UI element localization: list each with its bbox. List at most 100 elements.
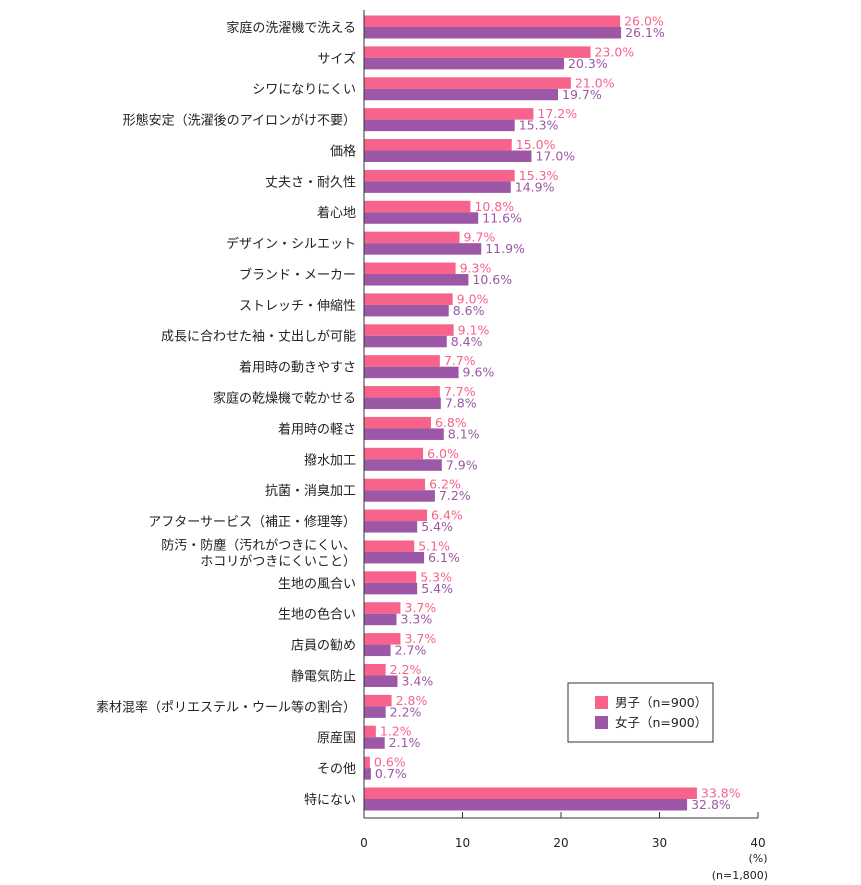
x-tick-label: 30 [652, 836, 667, 850]
value-label-male: 9.1% [458, 322, 490, 337]
x-tick-label: 0 [360, 836, 368, 850]
bar-female [364, 88, 559, 101]
x-axis-unit-label: (%) [748, 852, 767, 865]
value-label-male: 1.2% [380, 724, 412, 739]
value-label-female: 2.1% [389, 735, 421, 750]
value-label-female: 5.4% [421, 519, 453, 534]
bar-female [364, 57, 564, 70]
bar-female [364, 459, 442, 471]
value-label-female: 17.0% [535, 149, 575, 164]
legend-swatch-female [595, 716, 608, 729]
bar-female [364, 428, 444, 440]
category-label: 特にない [304, 793, 356, 808]
value-label-female: 11.9% [485, 241, 525, 256]
bar-male [364, 694, 392, 707]
value-label-female: 11.6% [482, 210, 522, 225]
value-label-male: 0.6% [374, 755, 406, 770]
bar-male [364, 509, 428, 522]
bars-layer [364, 15, 697, 811]
bar-male [364, 386, 440, 398]
category-label: デザイン・シルエット [226, 236, 356, 252]
bar-female [364, 582, 418, 595]
category-label: アフターサービス（補正・修理等） [148, 514, 356, 530]
bar-female [364, 243, 482, 255]
bar-male [364, 478, 426, 491]
bar-female [364, 304, 449, 317]
value-label-female: 15.3% [519, 118, 559, 133]
category-label: 成長に合わせた袖・丈出しが可能 [161, 330, 356, 345]
value-label-male: 3.7% [404, 600, 436, 615]
category-label: サイズ [317, 51, 356, 67]
value-label-female: 3.3% [401, 612, 433, 627]
bar-female [364, 490, 435, 502]
bar-female [364, 675, 398, 687]
category-label: 生地の風合い [278, 577, 356, 592]
bar-female [364, 150, 532, 163]
value-label-male: 7.7% [444, 353, 476, 368]
legend-label-male: 男子（n=900） [615, 695, 707, 710]
category-label: 価格 [330, 143, 356, 159]
value-label-female: 19.7% [562, 87, 602, 102]
bar-male [364, 108, 534, 120]
bar-male [364, 46, 591, 58]
x-tick-label: 20 [553, 836, 568, 850]
value-label-male: 7.7% [444, 384, 476, 399]
bar-male [364, 602, 401, 614]
bar-female [364, 335, 447, 348]
value-label-male: 9.7% [464, 230, 496, 245]
value-label-male: 21.0% [575, 75, 615, 90]
category-label: 着心地 [317, 205, 356, 221]
x-tick-label: 40 [750, 836, 765, 850]
category-label: 形態安定（洗濯後のアイロンがけ不要） [123, 113, 356, 129]
value-label-female: 6.1% [428, 550, 460, 565]
value-label-female: 10.6% [472, 272, 512, 287]
value-label-male: 26.0% [624, 14, 664, 29]
category-label: 素材混率（ポリエステル・ウール等の割合） [96, 699, 356, 715]
bar-male [364, 262, 456, 275]
x-tick-label: 10 [455, 836, 470, 850]
bar-male [364, 540, 415, 552]
bar-female [364, 274, 469, 286]
value-label-female: 5.4% [421, 581, 453, 596]
category-label: 防汚・防塵（汚れがつきにくい、ホコリがつきにくいこと） [161, 537, 356, 569]
value-label-male: 9.0% [457, 291, 489, 306]
legend-swatch-male [595, 696, 608, 709]
value-label-male: 9.3% [460, 261, 492, 276]
bar-female [364, 737, 385, 749]
value-label-male: 5.3% [420, 569, 452, 584]
bar-male [364, 787, 697, 799]
legend-box [567, 682, 714, 743]
bar-male [364, 77, 571, 89]
bar-female [364, 397, 441, 410]
bar-male [364, 169, 515, 182]
category-label: 家庭の乾燥機で乾かせる [213, 391, 356, 407]
value-label-male: 3.7% [404, 631, 436, 646]
value-label-female: 14.9% [515, 179, 555, 194]
value-label-female: 3.4% [401, 673, 433, 688]
bar-male [364, 231, 460, 244]
category-label: 撥水加工 [304, 453, 356, 468]
bar-male [364, 324, 454, 336]
value-label-male: 5.1% [418, 538, 450, 553]
value-label-male: 10.8% [474, 199, 514, 214]
bar-male [364, 447, 424, 460]
bar-female [364, 706, 386, 718]
bar-female [364, 181, 511, 193]
bar-male [364, 571, 417, 583]
value-label-male: 2.8% [396, 693, 428, 708]
value-label-female: 9.6% [463, 365, 495, 380]
bar-female [364, 212, 479, 224]
bar-male [364, 416, 431, 429]
bar-male [364, 15, 621, 27]
category-label: シワになりにくい [252, 83, 356, 98]
value-label-male: 6.4% [431, 508, 463, 523]
value-label-female: 26.1% [625, 25, 665, 40]
value-label-female: 8.1% [448, 426, 480, 441]
bar-male [364, 139, 512, 151]
sample-size-note: (n=1,800) [712, 869, 768, 882]
value-label-female: 0.7% [375, 766, 407, 781]
bar-male [364, 725, 376, 738]
value-label-female: 7.8% [445, 396, 477, 411]
bar-male [364, 200, 471, 213]
